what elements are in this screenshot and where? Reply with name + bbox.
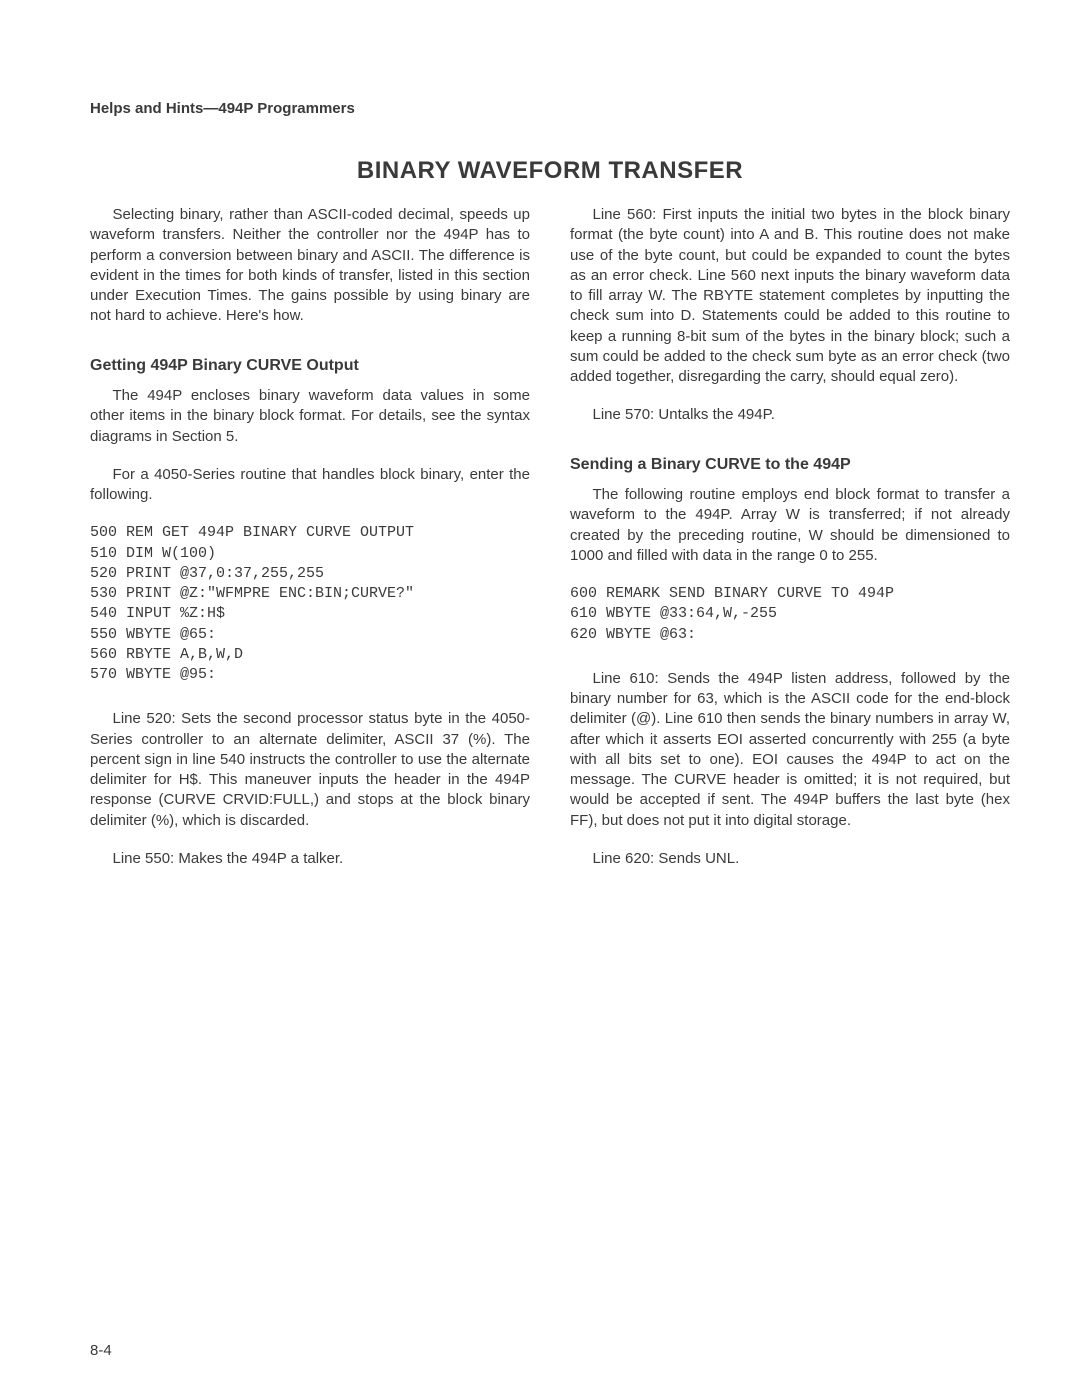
subhead-getting-output: Getting 494P Binary CURVE Output xyxy=(90,355,530,377)
right-p1: Line 560: First inputs the initial two b… xyxy=(570,205,1010,387)
right-p4: Line 610: Sends the 494P listen address,… xyxy=(570,669,1010,831)
subhead-sending-curve: Sending a Binary CURVE to the 494P xyxy=(570,454,1010,476)
right-p2: Line 570: Untalks the 494P. xyxy=(570,405,1010,425)
page-number: 8-4 xyxy=(90,1342,112,1359)
code-send-curve: 600 REMARK SEND BINARY CURVE TO 494P 610… xyxy=(570,584,1010,645)
left-p2: For a 4050-Series routine that handles b… xyxy=(90,465,530,506)
page-title: BINARY WAVEFORM TRANSFER xyxy=(90,157,1010,185)
left-p4: Line 550: Makes the 494P a talker. xyxy=(90,849,530,869)
body-columns: Selecting binary, rather than ASCII-code… xyxy=(90,205,1010,887)
left-p1: The 494P encloses binary waveform data v… xyxy=(90,386,530,447)
page: Helps and Hints—494P Programmers BINARY … xyxy=(0,0,1080,1399)
right-p3: The following routine employs end block … xyxy=(570,485,1010,566)
intro-paragraph: Selecting binary, rather than ASCII-code… xyxy=(90,205,530,327)
left-p3: Line 520: Sets the second processor stat… xyxy=(90,709,530,831)
code-get-curve: 500 REM GET 494P BINARY CURVE OUTPUT 510… xyxy=(90,523,530,685)
running-head: Helps and Hints—494P Programmers xyxy=(90,100,1010,117)
right-p5: Line 620: Sends UNL. xyxy=(570,849,1010,869)
